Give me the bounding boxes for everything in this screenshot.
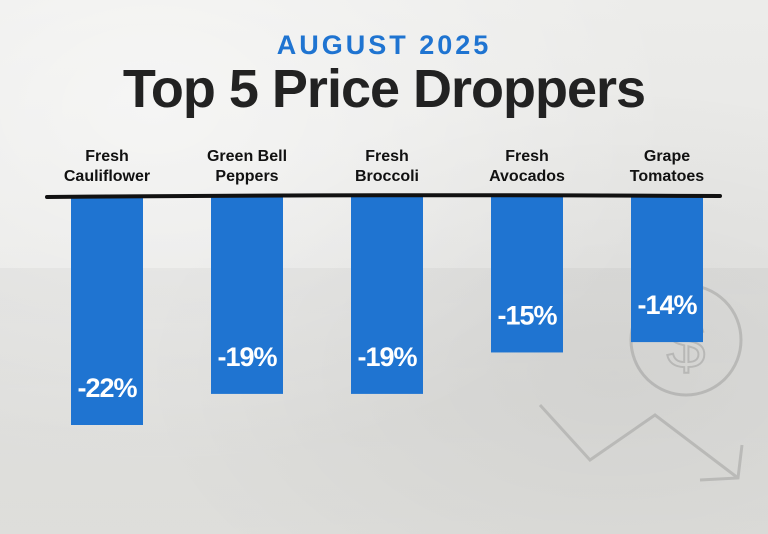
category-label: Fresh Cauliflower [64, 148, 150, 185]
baseline [45, 193, 722, 199]
chart-title: Top 5 Price Droppers [122, 59, 646, 119]
category-label-line: Grape [644, 148, 690, 165]
bar-value-label: -22% [77, 373, 137, 403]
bar-5 [631, 197, 703, 343]
category-label-line: Peppers [215, 168, 278, 185]
bar-2 [211, 197, 283, 394]
category-label-line: Fresh [365, 148, 409, 165]
bar-value-label: -14% [637, 290, 697, 320]
category-label-line: Fresh [85, 148, 129, 165]
bar-value-label: -15% [497, 300, 557, 330]
chart-subtitle: AUGUST 2025 [276, 30, 492, 60]
category-label-line: Cauliflower [64, 168, 150, 185]
category-label: Grape Tomatoes [630, 148, 704, 185]
category-label-line: Broccoli [355, 168, 419, 185]
bar-value-label: -19% [357, 342, 417, 372]
category-label: Green Bell Peppers [207, 148, 287, 185]
bar-value-label: -19% [217, 342, 277, 372]
category-label: Fresh Broccoli [355, 148, 419, 185]
bar-4 [491, 197, 563, 353]
bar-3 [351, 197, 423, 394]
category-label-line: Green Bell [207, 148, 287, 165]
bar-1 [71, 197, 143, 425]
downtrend-arrow-icon [538, 403, 744, 482]
category-label-line: Fresh [505, 148, 549, 165]
category-label: Fresh Avocados [489, 148, 565, 185]
category-label-line: Avocados [489, 168, 565, 185]
category-label-line: Tomatoes [630, 168, 704, 185]
